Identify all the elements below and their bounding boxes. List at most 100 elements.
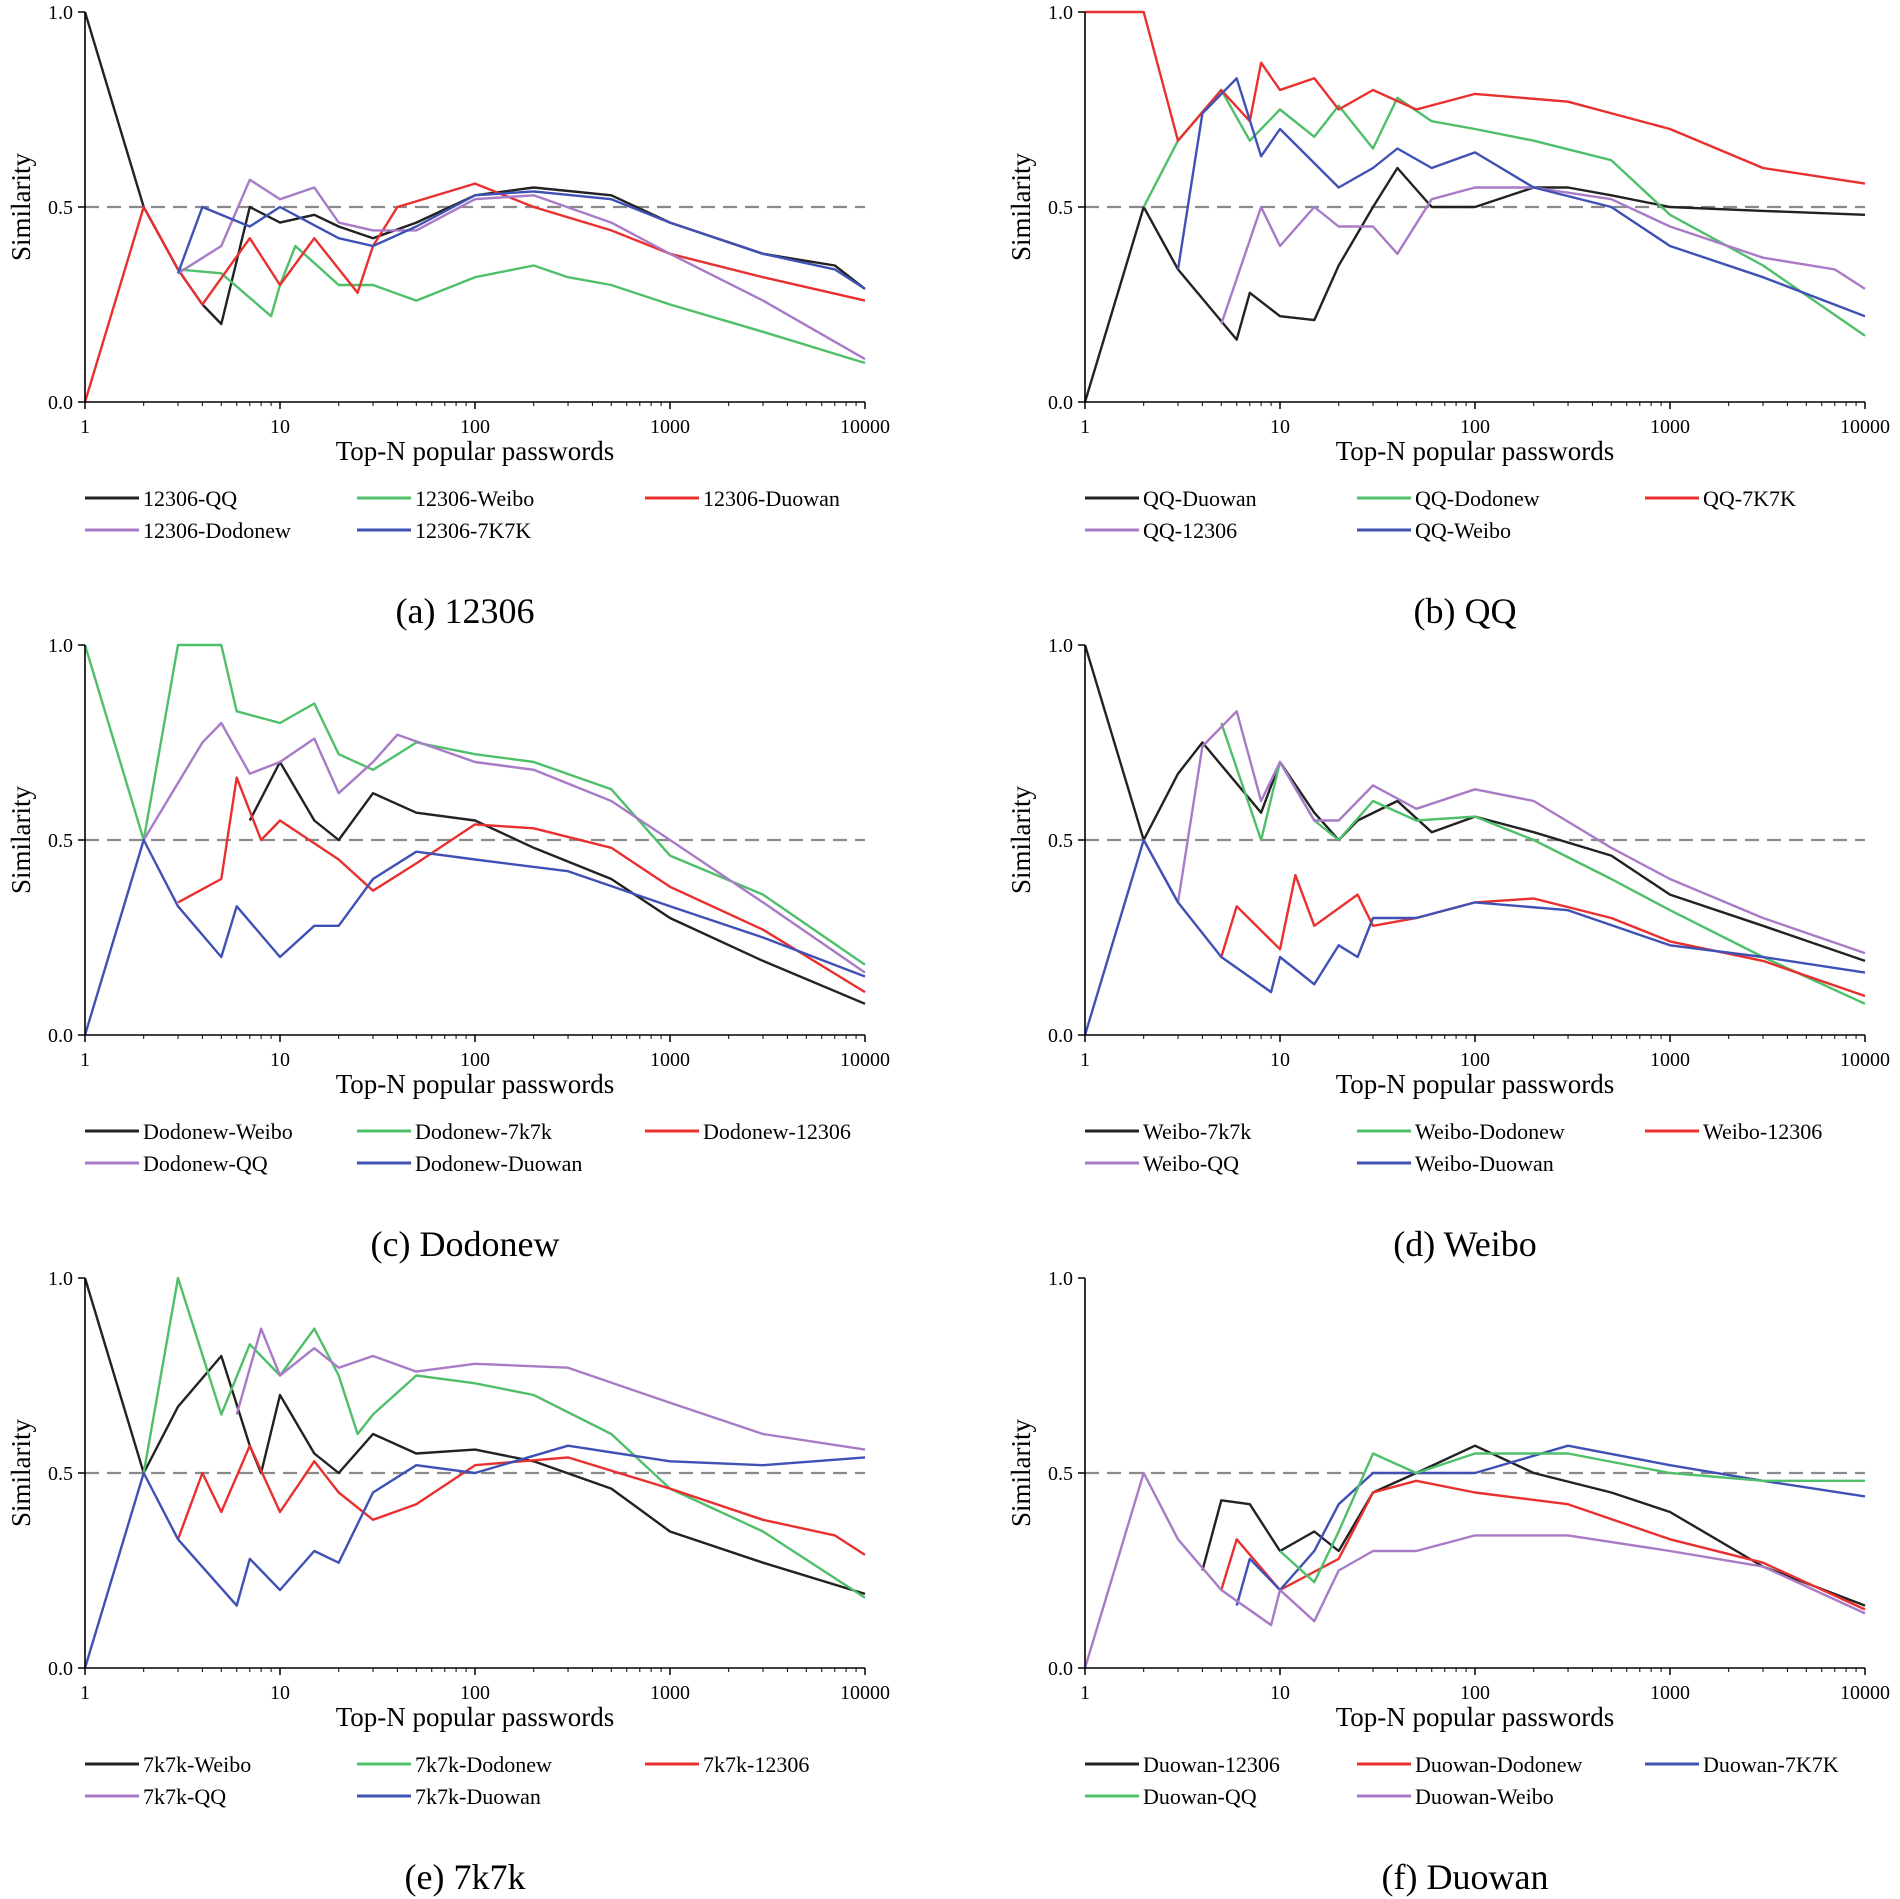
x-tick-label: 10000 [1840, 416, 1890, 438]
y-tick-label: 0.5 [1048, 1463, 1073, 1485]
legend-label: Dodonew-7k7k [415, 1119, 552, 1144]
legend-label: 7k7k-Duowan [415, 1784, 541, 1809]
legend-item: Weibo-12306 [1645, 1119, 1822, 1144]
x-tick-label: 10 [1270, 416, 1290, 438]
series-line-Dodonew-Weibo [248, 760, 866, 1005]
x-tick-label: 1 [80, 1049, 90, 1071]
x-tick-label: 10 [1270, 1049, 1290, 1071]
series-line-Duowan-Dodonew [1220, 1479, 1866, 1611]
legend-item: 7k7k-Weibo [85, 1752, 251, 1777]
y-tick-label: 1.0 [48, 2, 73, 24]
x-tick-label: 1000 [650, 1049, 690, 1071]
legend-label: Duowan-Dodonew [1415, 1752, 1583, 1777]
x-axis-title: Top-N popular passwords [1336, 436, 1615, 466]
legend-item: 12306-QQ [85, 486, 237, 511]
legend-item: Duowan-Weibo [1357, 1784, 1554, 1809]
series-line-Weibo-12306 [1220, 873, 1866, 998]
series-line-QQ-Weibo [1176, 77, 1866, 318]
legend-item: Dodonew-Weibo [85, 1119, 293, 1144]
x-tick-label: 1 [1080, 1049, 1090, 1071]
series-line-Weibo-QQ [1142, 710, 1866, 955]
x-tick-label: 1000 [1650, 416, 1690, 438]
legend-label: 12306-Weibo [415, 486, 534, 511]
legend-item: Weibo-Duowan [1357, 1151, 1554, 1176]
y-axis-title: Similarity [6, 153, 36, 262]
y-tick-label: 1.0 [1048, 2, 1073, 24]
x-tick-label: 1000 [650, 416, 690, 438]
series-line-Duowan-12306 [1201, 1444, 1866, 1607]
y-axis-title: Similarity [6, 1419, 36, 1528]
legend-item: QQ-Weibo [1357, 518, 1511, 543]
x-tick-label: 100 [460, 1682, 490, 1704]
legend-label: 12306-Dodonew [143, 518, 291, 543]
y-axis-title: Similarity [6, 786, 36, 895]
x-tick-label: 10 [270, 416, 290, 438]
series-line-7k7k-QQ [235, 1327, 866, 1451]
series-line-QQ-12306 [1220, 186, 1866, 325]
legend-item: 12306-Weibo [357, 486, 534, 511]
y-tick-label: 1.0 [48, 635, 73, 657]
legend-label: Duowan-7K7K [1703, 1752, 1839, 1777]
legend-item: Weibo-QQ [1085, 1151, 1239, 1176]
legend-item: Dodonew-Duowan [357, 1151, 582, 1176]
x-tick-label: 10 [1270, 1682, 1290, 1704]
x-tick-label: 100 [460, 1049, 490, 1071]
y-tick-label: 0.0 [1048, 1025, 1073, 1047]
x-tick-label: 100 [1460, 1049, 1490, 1071]
y-tick-label: 1.0 [48, 1268, 73, 1290]
panel-caption: (d) Weibo [1393, 1224, 1536, 1264]
x-tick-label: 100 [1460, 1682, 1490, 1704]
legend-label: Weibo-12306 [1703, 1119, 1822, 1144]
series-line-Dodonew-Duowan [83, 838, 866, 1036]
series-line-12306-Weibo [177, 244, 866, 365]
legend-label: 7k7k-12306 [703, 1752, 809, 1777]
series-line-7k7k-Dodonew [142, 1276, 866, 1599]
legend-label: 12306-QQ [143, 486, 237, 511]
legend-label: 7k7k-Weibo [143, 1752, 251, 1777]
series-line-Duowan-7K7K [1235, 1444, 1866, 1606]
chart-panel-1: 1 10 100 1000 10000 0.0 0.5 1.0 Top-N popular pa… [6, 2, 890, 631]
legend-item: 7k7k-Dodonew [357, 1752, 552, 1777]
x-axis-title: Top-N popular passwords [1336, 1702, 1615, 1732]
series-line-Dodonew-7k7k [83, 643, 866, 966]
legend-label: QQ-Duowan [1143, 486, 1257, 511]
x-axis-title: Top-N popular passwords [336, 1069, 615, 1099]
x-axis-title: Top-N popular passwords [336, 1702, 615, 1732]
series-line-7k7k-Duowan [83, 1444, 866, 1669]
series-line-QQ-Dodonew [1142, 88, 1866, 337]
y-axis-title: Similarity [1006, 153, 1036, 262]
x-tick-label: 10000 [840, 1682, 890, 1704]
legend-item: Weibo-7k7k [1085, 1119, 1251, 1144]
legend-label: QQ-7K7K [1703, 486, 1796, 511]
x-tick-label: 100 [1460, 416, 1490, 438]
x-tick-label: 1000 [1650, 1049, 1690, 1071]
legend-item: QQ-12306 [1085, 518, 1237, 543]
legend-item: Weibo-Dodonew [1357, 1119, 1565, 1144]
x-tick-label: 1 [80, 1682, 90, 1704]
legend-item: 12306-7K7K [357, 518, 531, 543]
legend-item: Duowan-7K7K [1645, 1752, 1839, 1777]
legend-label: 12306-7K7K [415, 518, 531, 543]
legend-label: Weibo-Duowan [1415, 1151, 1554, 1176]
y-tick-label: 0.5 [48, 830, 73, 852]
x-tick-label: 1000 [1650, 1682, 1690, 1704]
legend-item: Dodonew-7k7k [357, 1119, 552, 1144]
y-tick-label: 1.0 [1048, 1268, 1073, 1290]
chart-panel-6: 1 10 100 1000 10000 0.0 0.5 1.0 Top-N popular pa… [1006, 1268, 1890, 1897]
y-tick-label: 0.5 [1048, 197, 1073, 219]
chart-panel-5: 1 10 100 1000 10000 0.0 0.5 1.0 Top-N popular pa… [6, 1268, 890, 1897]
legend-label: Duowan-Weibo [1415, 1784, 1554, 1809]
series-line-Dodonew-QQ [142, 721, 866, 974]
y-tick-label: 1.0 [1048, 635, 1073, 657]
legend-label: QQ-Weibo [1415, 518, 1511, 543]
series-line-12306-Duowan [83, 182, 866, 403]
legend-item: 7k7k-Duowan [357, 1784, 541, 1809]
legend-label: Duowan-12306 [1143, 1752, 1280, 1777]
series-line-QQ-Duowan [1083, 166, 1866, 403]
legend-label: Weibo-QQ [1143, 1151, 1239, 1176]
series-line-7k7k-12306 [176, 1444, 866, 1556]
x-tick-label: 10000 [840, 1049, 890, 1071]
legend-label: QQ-Dodonew [1415, 486, 1540, 511]
y-tick-label: 0.0 [1048, 392, 1073, 414]
